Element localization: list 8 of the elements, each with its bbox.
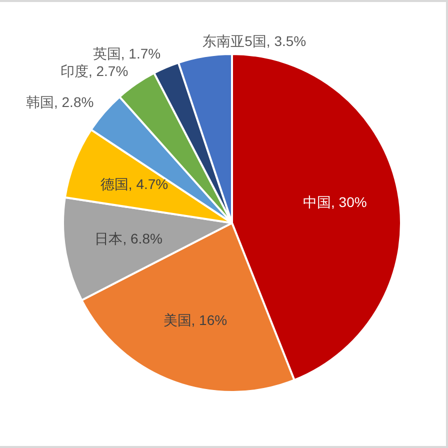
slice-label: 中国, 30% [303, 194, 367, 210]
slice-label: 英国, 1.7% [92, 45, 161, 62]
slice-label: 东南亚5国, 3.5% [202, 33, 306, 50]
slice-label: 德国, 4.7% [100, 176, 168, 192]
slice-label: 印度, 2.7% [60, 63, 128, 80]
slice-label: 韩国, 2.8% [26, 94, 94, 110]
slice-label: 日本, 6.8% [94, 230, 162, 247]
slice-label: 美国, 16% [163, 312, 228, 328]
